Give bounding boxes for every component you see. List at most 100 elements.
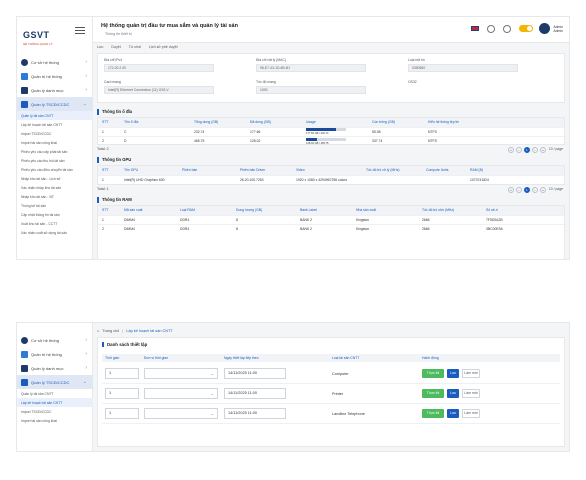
approval-history-action[interactable]: Lịch sử phê duyệt: [149, 45, 178, 49]
home-icon[interactable]: ⌂: [97, 329, 100, 333]
user-name: Admin: [553, 24, 563, 29]
sidebar-subitem[interactable]: Lập kế hoạch tài sản CNTT: [17, 398, 93, 407]
sidebar-item-system-admin[interactable]: Quản trị hệ thống ›: [17, 69, 93, 83]
page-size-select[interactable]: 10 / page: [548, 147, 563, 151]
language-flag-icon[interactable]: [471, 26, 480, 31]
time-input[interactable]: 1: [105, 388, 139, 399]
sidebar-subitem[interactable]: Thống kê tài sản: [21, 203, 47, 208]
save-action[interactable]: Lưu: [97, 45, 104, 49]
first-page-button[interactable]: «: [507, 147, 514, 153]
refresh-button[interactable]: Làm mới: [462, 369, 480, 378]
last-page-button[interactable]: »: [539, 187, 546, 193]
time-unit-select[interactable]: ⌄: [144, 408, 218, 419]
save-button[interactable]: Lưu: [447, 409, 459, 418]
prev-page-button[interactable]: ‹: [515, 187, 522, 193]
column-header[interactable]: Đã dùng (GB): [246, 118, 302, 127]
next-date-input[interactable]: 14/11/2025 11:00: [224, 408, 286, 419]
table-row[interactable]: 1 Intel(R) UHD Graphics 630 26.20.100.72…: [98, 174, 564, 184]
column-header[interactable]: Bank Label: [296, 206, 352, 215]
run-button[interactable]: Thực thi: [422, 389, 444, 398]
run-button[interactable]: Thực thi: [422, 409, 444, 418]
sidebar-subitem[interactable]: Phiếu yêu cầu điều chuyển tài sản: [21, 167, 73, 172]
sidebar-subitem[interactable]: Import tài sản công khai: [21, 140, 57, 145]
last-page-button[interactable]: »: [539, 147, 546, 153]
refresh-button[interactable]: Làm mới: [462, 409, 480, 418]
column-header[interactable]: Compute Units: [422, 166, 466, 175]
column-header[interactable]: Phiên bản: [178, 166, 236, 175]
sidebar-subitem[interactable]: Nhập kho tài sản - NT: [21, 194, 54, 199]
approve-action[interactable]: Duyệt: [111, 45, 121, 49]
sidebar-subitem[interactable]: Xác nhận xuất sử dụng tài sản: [21, 230, 68, 235]
column-header[interactable]: Dung lượng (GB): [232, 206, 296, 215]
column-header[interactable]: Phiên bản Driver: [236, 166, 292, 175]
avatar[interactable]: [539, 23, 551, 34]
page-button[interactable]: 1: [523, 187, 530, 193]
column-header[interactable]: Video: [292, 166, 362, 175]
save-button[interactable]: Lưu: [447, 389, 459, 398]
column-header[interactable]: STT: [98, 206, 120, 215]
time-unit-select[interactable]: ⌄: [144, 368, 218, 379]
sidebar-item-assets[interactable]: Quản lý TSCĐ/CCDC ⌄: [17, 375, 93, 389]
next-page-button[interactable]: ›: [531, 187, 538, 193]
reject-action[interactable]: Từ chối: [128, 45, 141, 49]
column-header[interactable]: Tốc độ bộ nhớ (MHz): [418, 206, 482, 215]
column-header[interactable]: RAM (B): [466, 166, 564, 175]
time-unit-select[interactable]: ⌄: [144, 388, 218, 399]
sidebar-subitem[interactable]: Phiếu yêu cầu cấp phát tài sản: [21, 149, 68, 154]
sidebar-subitem[interactable]: Lập kế hoạch tài sản CNTT: [21, 122, 63, 127]
column-header[interactable]: Mã sản xuất: [120, 206, 176, 215]
run-button[interactable]: Thực thi: [422, 369, 444, 378]
column-header[interactable]: STT: [98, 166, 120, 175]
page-button[interactable]: 1: [523, 147, 530, 153]
sidebar-subitem[interactable]: Import TSCĐ/CCDC: [21, 131, 52, 136]
table-row[interactable]: 1 DIMM4 DDR4 8 BANK 2 Kingston 2666 7F5D…: [98, 214, 564, 224]
table-row[interactable]: 1 C 232.74 177.66 177.66 GB / 232.74 55.…: [98, 126, 564, 136]
column-header[interactable]: Tổng dung (GB): [190, 118, 246, 127]
sidebar-item-assets[interactable]: Quản lý TSCĐ/CCDC ⌄: [17, 97, 93, 111]
table-row[interactable]: 2 D 465.75 128.02 128.02 GB / 465.75 337…: [98, 135, 564, 145]
time-input[interactable]: 1: [105, 408, 139, 419]
page-size-select[interactable]: 10 / page: [548, 187, 563, 191]
sidebar-subitem[interactable]: Phiếu yêu cầu thu hồi tài sản: [21, 158, 65, 163]
next-date-input[interactable]: 14/11/2025 11:00: [224, 388, 286, 399]
save-button[interactable]: Lưu: [447, 369, 459, 378]
sidebar-subitem[interactable]: Nhập kho tài sản - Lịch sử: [21, 176, 61, 181]
column-header[interactable]: Tên GPU: [120, 166, 178, 175]
column-header[interactable]: Số sê-ri: [482, 206, 564, 215]
next-page-button[interactable]: ›: [531, 147, 538, 153]
sidebar-subitem[interactable]: Xác nhận nhập kho tài sản: [21, 185, 62, 190]
sidebar-subitem[interactable]: Import tài sản công khai: [21, 418, 57, 423]
user-menu[interactable]: Admin Admin: [553, 25, 563, 33]
prev-page-button[interactable]: ‹: [515, 147, 522, 153]
column-header[interactable]: Loại RAM: [176, 206, 232, 215]
column-header[interactable]: Tên ổ đĩa: [120, 118, 190, 127]
first-page-button[interactable]: «: [507, 187, 514, 193]
sidebar-item-system-admin[interactable]: Quản trị hệ thống ›: [17, 347, 93, 361]
time-input[interactable]: 1: [105, 368, 139, 379]
chat-icon[interactable]: [487, 24, 496, 33]
column-header[interactable]: STT: [98, 118, 120, 127]
sidebar-subitem[interactable]: Xuất kho tài sản - CCTT: [21, 221, 58, 226]
cell-compute-units: [422, 174, 466, 184]
sidebar-item-system-base[interactable]: Cơ sở hệ thống ›: [17, 55, 93, 69]
next-date-input[interactable]: 14/11/2025 11:00: [224, 368, 286, 379]
sidebar-item-system-base[interactable]: Cơ sở hệ thống ›: [17, 333, 93, 347]
refresh-button[interactable]: Làm mới: [462, 389, 480, 398]
sidebar-subitem[interactable]: Quản lý tài sản CNTT: [21, 391, 54, 396]
column-header[interactable]: Nhà sản xuất: [352, 206, 418, 215]
breadcrumb-home[interactable]: Trang chủ: [102, 329, 120, 333]
app-logo[interactable]: GSVT HỆ THỐNG QUẢN LÝ: [23, 25, 63, 46]
column-header[interactable]: Còn trống (GB): [368, 118, 424, 127]
sidebar-subitem[interactable]: Quản lý tài sản CNTT: [17, 111, 93, 120]
sidebar-subitem[interactable]: Import TSCĐ/CCDC: [21, 409, 52, 414]
sidebar-item-categories[interactable]: Quản lý danh mục ›: [17, 361, 93, 375]
theme-toggle[interactable]: [519, 25, 534, 32]
column-header[interactable]: Usage: [302, 118, 368, 127]
column-header[interactable]: Kiểu hệ thống tệp tin: [424, 118, 564, 127]
bell-icon[interactable]: [503, 24, 512, 33]
sidebar-subitem[interactable]: Cập nhật thông tin tài sản: [21, 212, 60, 217]
sidebar-item-categories[interactable]: Quản lý danh mục ›: [17, 83, 93, 97]
table-row[interactable]: 2 DIMM4 DDR4 8 BANK 2 Kingston 2666 3BC0…: [98, 223, 564, 233]
menu-toggle-icon[interactable]: [75, 27, 85, 35]
column-header[interactable]: Tốc độ bộ xử lý (MHz): [362, 166, 422, 175]
